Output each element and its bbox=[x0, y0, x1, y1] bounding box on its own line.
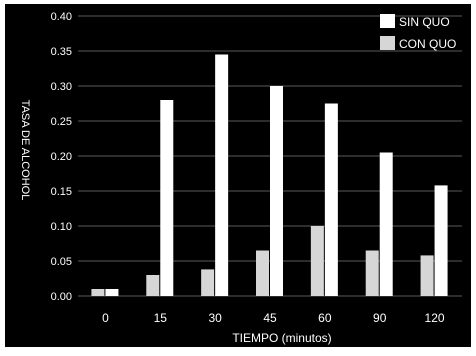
legend: SIN QUO CON QUO bbox=[380, 14, 456, 51]
bar-con-quo bbox=[365, 250, 379, 296]
y-tick-label: 0.10 bbox=[51, 221, 72, 233]
x-axis-ticks: 0 15 30 45 60 90 120 bbox=[102, 311, 445, 325]
y-axis-label: TASA DE ALCOHOL bbox=[19, 100, 31, 201]
x-tick-label: 15 bbox=[154, 311, 168, 325]
x-tick-label: 30 bbox=[208, 311, 222, 325]
y-tick-label: 0.30 bbox=[51, 81, 72, 93]
bar-sin-quo bbox=[215, 54, 229, 296]
x-tick-label: 45 bbox=[263, 311, 277, 325]
x-tick-label: 120 bbox=[425, 311, 445, 325]
bar-con-quo bbox=[310, 226, 324, 296]
y-tick-label: 0.20 bbox=[51, 151, 72, 163]
y-tick-label: 0.15 bbox=[51, 186, 72, 198]
y-tick-label: 0.05 bbox=[51, 256, 72, 268]
legend-label-con-quo: CON QUO bbox=[399, 37, 456, 51]
y-axis-ticks: 0.00 0.05 0.10 0.15 0.20 0.25 0.30 0.35 0.40 bbox=[51, 11, 72, 303]
bar-sin-quo bbox=[105, 289, 119, 296]
y-tick-label: 0.25 bbox=[51, 116, 72, 128]
bar-sin-quo bbox=[324, 103, 338, 296]
x-axis-label: TIEMPO (minutos) bbox=[232, 331, 331, 345]
x-tick-label: 60 bbox=[318, 311, 332, 325]
bar-sin-quo bbox=[270, 86, 283, 296]
bar-sin-quo bbox=[434, 185, 448, 296]
chart-background bbox=[5, 4, 471, 347]
bar-con-quo bbox=[420, 255, 434, 296]
y-tick-label: 0.00 bbox=[51, 291, 72, 303]
x-tick-label: 90 bbox=[373, 311, 387, 325]
legend-swatch-con-quo bbox=[380, 36, 395, 50]
bar-sin-quo bbox=[379, 152, 393, 296]
bar-sin-quo bbox=[160, 100, 174, 296]
bar-con-quo bbox=[91, 289, 105, 296]
legend-swatch-sin-quo bbox=[380, 14, 395, 28]
y-tick-label: 0.35 bbox=[51, 46, 72, 58]
y-tick-label: 0.40 bbox=[51, 11, 72, 23]
bar-con-quo bbox=[146, 275, 160, 296]
x-tick-label: 0 bbox=[102, 311, 109, 325]
legend-label-sin-quo: SIN QUO bbox=[399, 15, 450, 29]
bars bbox=[91, 54, 448, 296]
bar-con-quo bbox=[201, 269, 215, 296]
bar-con-quo bbox=[256, 250, 269, 296]
